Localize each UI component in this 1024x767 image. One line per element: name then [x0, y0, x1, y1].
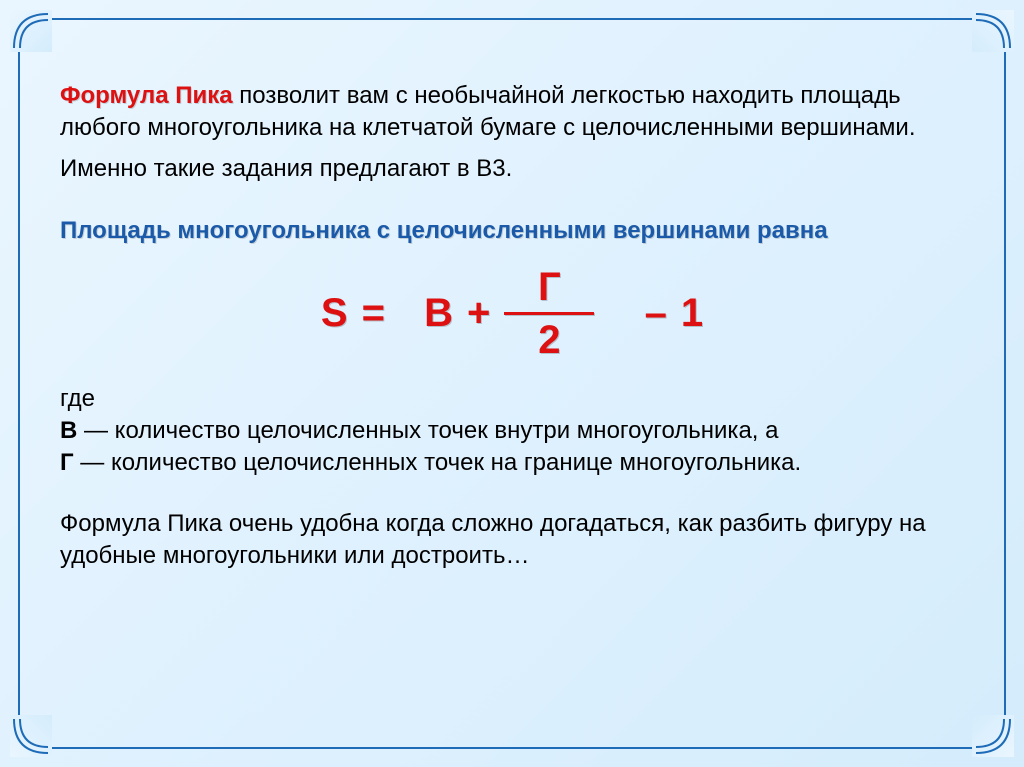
intro-line2: Именно такие задания предлагают в В3. — [60, 153, 964, 185]
formula-minus: – — [645, 286, 667, 340]
where-G-line: Г — количество целочисленных точек на гр… — [60, 447, 964, 479]
formula-S: S — [321, 286, 348, 340]
corner-ornament-br — [972, 715, 1014, 757]
formula-denom: 2 — [538, 319, 560, 361]
subtitle: Площадь многоугольника с целочисленными … — [60, 215, 964, 247]
corner-ornament-tl — [10, 10, 52, 52]
picks-formula: S = В + Г 2 – 1 — [60, 266, 964, 361]
formula-B: В — [424, 286, 453, 340]
formula-eq: = — [362, 286, 385, 340]
where-G-sym: Г — [60, 449, 74, 476]
lead-term: Формула Пика — [60, 82, 233, 109]
formula-G: Г — [538, 266, 561, 308]
where-B-sym: В — [60, 417, 77, 444]
where-B-line: В — количество целочисленных точек внутр… — [60, 415, 964, 447]
corner-ornament-tr — [972, 10, 1014, 52]
formula-fraction: Г 2 — [504, 266, 594, 361]
fraction-bar — [504, 312, 594, 315]
where-label: где — [60, 383, 964, 415]
footer-paragraph: Формула Пика очень удобна когда сложно д… — [60, 508, 964, 573]
slide-content: Формула Пика позволит вам с необычайной … — [60, 80, 964, 573]
corner-ornament-bl — [10, 715, 52, 757]
formula-one: 1 — [681, 286, 703, 340]
where-G-text: — количество целочисленных точек на гран… — [74, 449, 802, 476]
formula-plus: + — [467, 286, 490, 340]
intro-paragraph: Формула Пика позволит вам с необычайной … — [60, 80, 964, 145]
where-block: где В — количество целочисленных точек в… — [60, 383, 964, 480]
where-B-text: — количество целочисленных точек внутри … — [77, 417, 778, 444]
